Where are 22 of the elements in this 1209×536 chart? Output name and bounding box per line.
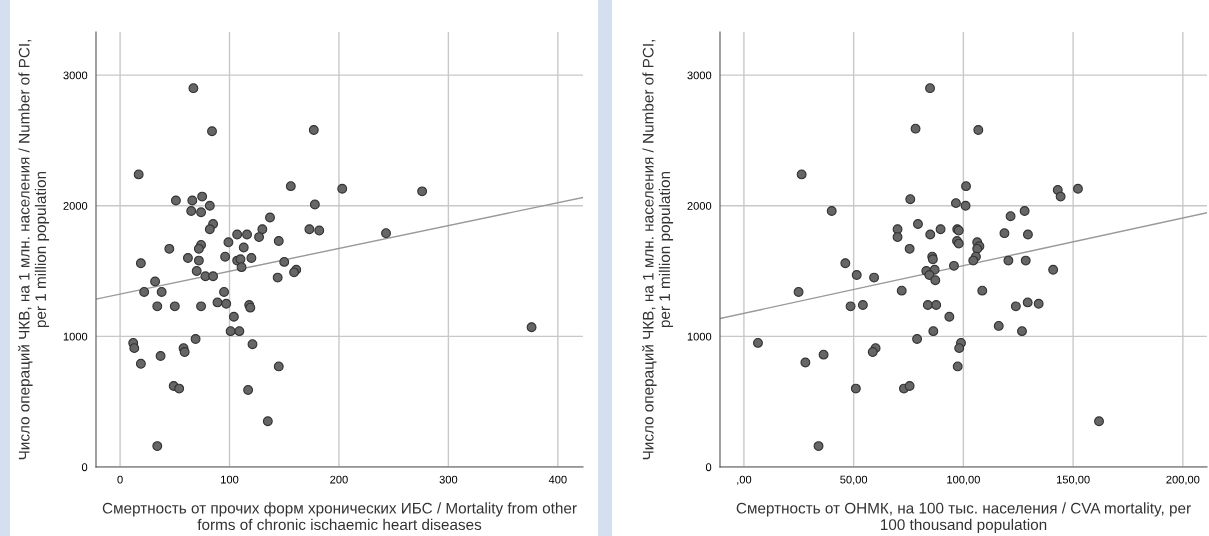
x-tick-label: 400 xyxy=(548,475,567,484)
x-tick-label: 150,00 xyxy=(1056,475,1090,485)
y-tick-label: 0 xyxy=(81,463,88,472)
x-axis-title: Смертность от ОНМК, на 100 тыс. населения / CVA mortality, per 100 thousand population xyxy=(736,502,1191,534)
y-tick-label: 2000 xyxy=(687,202,712,210)
x-axis-title: Смертность от прочих форм хронических ИБС / Mortality from other forms of chronic ischaemic heart diseases xyxy=(102,502,577,531)
x-tick-label: 300 xyxy=(439,475,458,484)
y-axis-title: Число операций ЧКВ, на 1 млн. населения / Number of PCI, per 1 million population xyxy=(18,39,50,460)
y-tick-label: 0 xyxy=(705,463,712,472)
x-tick-label: 100 xyxy=(221,475,239,484)
x-tick-label: ,00 xyxy=(737,475,752,485)
y-tick-label: 1000 xyxy=(687,332,712,341)
y-tick-label: 2000 xyxy=(63,202,88,210)
x-tick-label: 0 xyxy=(117,475,123,484)
x-tick-label: 50,00 xyxy=(840,475,868,485)
x-tick-label: 200 xyxy=(330,475,348,484)
y-axis-title: Число операций ЧКВ, на 1 млн. населения / Number of PCI, per 1 million population xyxy=(642,39,674,460)
x-tick-label: 100,00 xyxy=(947,475,980,485)
x-tick-label: 200,00 xyxy=(1166,475,1200,485)
y-tick-label: 1000 xyxy=(63,332,88,341)
y-tick-label: 3000 xyxy=(63,71,88,80)
y-tick-label: 3000 xyxy=(687,71,712,80)
